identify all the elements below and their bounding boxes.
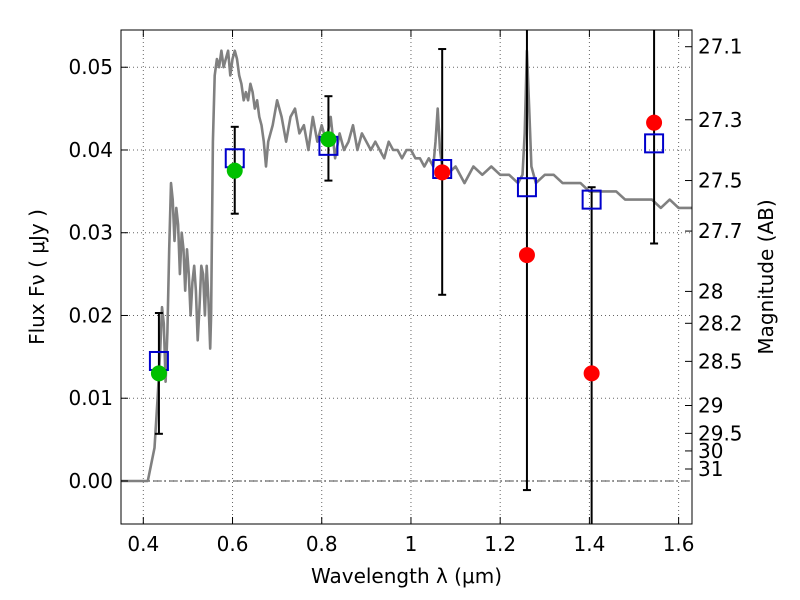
- y-axis-label-right: Magnitude (AB): [754, 199, 778, 354]
- right-tick-label: 28.2: [698, 311, 743, 335]
- observed-point-green: [320, 131, 337, 148]
- error-bars: [154, 30, 659, 524]
- synthetic-box-marker: [516, 177, 537, 198]
- y-tick-label: 0.04: [68, 138, 113, 162]
- observed-photometry-points: [150, 114, 663, 382]
- axis-tick-labels: 0.4 0.6 0.8 1 1.2 1.4 1.6 0.00 0.01 0.02 0.03 0.04 0…: [68, 35, 742, 556]
- x-tick-label: 1: [405, 532, 418, 556]
- x-tick-label: 0.8: [306, 532, 338, 556]
- y-tick-label: 0.02: [68, 303, 113, 327]
- y-tick-label: 0.05: [68, 55, 113, 79]
- right-tick-label: 27.1: [698, 35, 743, 59]
- plot-frame: [120, 29, 693, 525]
- x-axis-label: Wavelength λ (μm): [311, 564, 502, 588]
- observed-point-red: [434, 164, 451, 181]
- right-tick-label: 27.5: [698, 169, 743, 193]
- x-tick-label: 1.2: [484, 532, 516, 556]
- right-tick-label: 28.5: [698, 349, 743, 373]
- right-tick-label: 27.3: [698, 108, 743, 132]
- x-tick-label: 1.6: [663, 532, 695, 556]
- right-tick-label: 29.5: [698, 421, 743, 445]
- synthetic-box-marker: [644, 133, 665, 154]
- x-tick-label: 0.6: [217, 532, 249, 556]
- x-tick-label: 0.4: [127, 532, 159, 556]
- observed-point-red: [646, 114, 663, 131]
- y-axis-label-left: Flux Fν ( μJy ): [25, 209, 49, 345]
- model-sed-layer: [121, 49, 692, 483]
- y-tick-label: 0.00: [68, 469, 113, 493]
- x-tick-label: 1.4: [573, 532, 605, 556]
- right-tick-label: 27.7: [698, 219, 743, 243]
- observed-point-red: [583, 365, 600, 382]
- y-tick-label: 0.01: [68, 386, 113, 410]
- synthetic-box-marker: [581, 189, 602, 210]
- axis-ticks: [121, 30, 692, 524]
- right-tick-label: 30: [698, 439, 723, 463]
- observed-point-green: [150, 365, 167, 382]
- model-sed-line: [121, 49, 692, 483]
- right-tick-label: 31: [698, 457, 723, 481]
- y-tick-label: 0.03: [68, 221, 113, 245]
- right-tick-label: 28: [698, 279, 723, 303]
- observed-point-red: [518, 247, 535, 264]
- right-tick-label: 29: [698, 394, 723, 418]
- observed-point-green: [226, 162, 243, 179]
